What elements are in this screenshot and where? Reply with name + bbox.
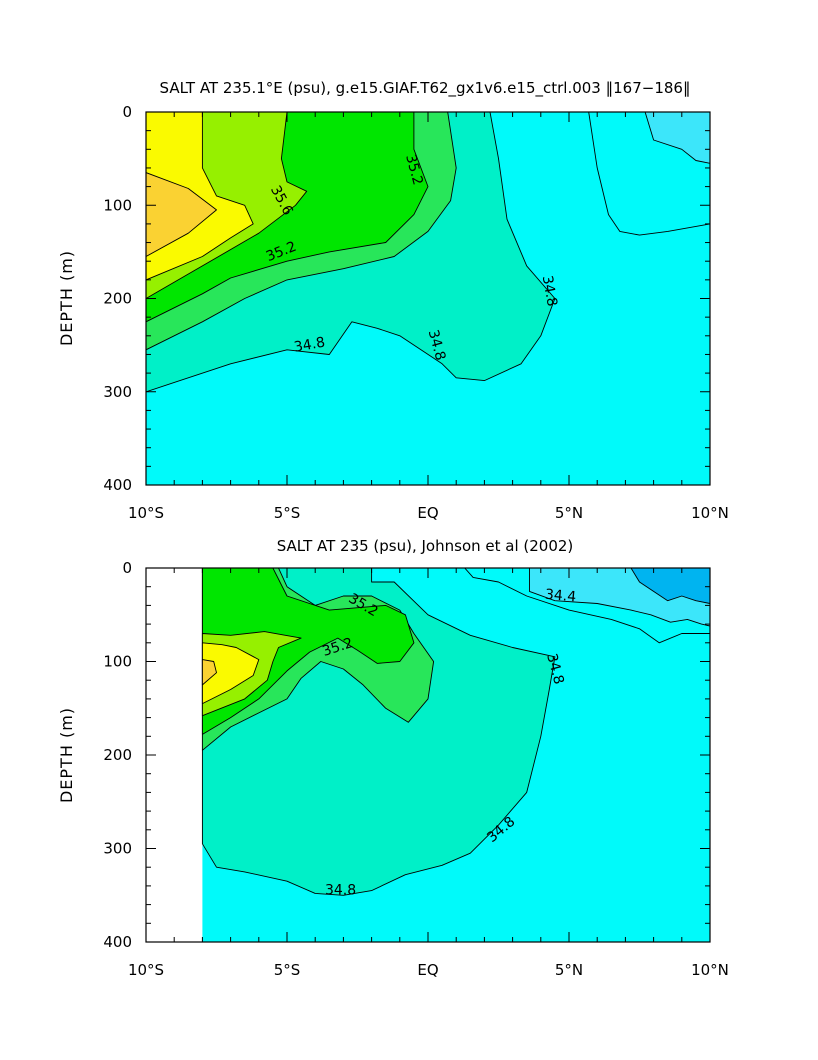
x-tick-label: 5°N — [555, 504, 583, 522]
contour-label: 35.2 — [402, 153, 426, 187]
salinity-region — [644, 112, 710, 164]
salinity-region — [201, 568, 415, 735]
contour-label: 34.8 — [425, 328, 449, 362]
y-axis-label: DEPTH (m) — [57, 250, 76, 346]
y-axis-label: DEPTH (m) — [57, 707, 76, 803]
y-tick-label: 0 — [122, 103, 132, 121]
salinity-region — [201, 642, 260, 705]
x-tick-label: EQ — [417, 504, 438, 522]
observed-salinity-panel: SALT AT 235 (psu), Johnson et al (2002) … — [57, 537, 729, 979]
x-tick-label: 5°N — [555, 961, 583, 979]
contour-field: 35.235.234.434.834.834.8 — [201, 568, 710, 942]
panel-title: SALT AT 235 (psu), Johnson et al (2002) — [277, 537, 574, 555]
x-tick-label: 10°S — [128, 504, 164, 522]
contour-field: 35.635.235.234.8 34.834.8 — [146, 112, 710, 485]
contour-label: 34.8 — [543, 652, 567, 686]
y-tick-label: 0 — [122, 559, 132, 577]
x-tick-label: EQ — [417, 961, 438, 979]
x-tick-label: 10°N — [691, 504, 729, 522]
y-tick-label: 400 — [103, 476, 132, 494]
y-tick-label: 300 — [103, 383, 132, 401]
plot-area: 35.235.234.434.834.834.810°S 5°S EQ 5°N 10°N… — [103, 559, 729, 979]
panel-title: SALT AT 235.1°E (psu), g.e15.GIAF.T62_gx… — [160, 79, 691, 98]
salinity-region — [630, 568, 710, 604]
x-tick-label: 5°S — [274, 504, 301, 522]
y-tick-label: 200 — [103, 290, 132, 308]
y-tick-label: 200 — [103, 746, 132, 764]
contour-label: 34.8 — [293, 335, 326, 356]
y-tick-label: 400 — [103, 933, 132, 951]
contour-label: 34.4 — [544, 587, 577, 606]
salinity-region — [201, 659, 217, 686]
contour-label: 34.8 — [539, 274, 560, 307]
x-tick-label: 10°N — [691, 961, 729, 979]
x-tick-label: 5°S — [274, 961, 301, 979]
model-salinity-panel: SALT AT 235.1°E (psu), g.e15.GIAF.T62_gx… — [57, 79, 729, 522]
x-tick-label: 10°S — [128, 961, 164, 979]
salinity-region — [146, 172, 217, 257]
plot-area: 35.635.235.234.8 34.834.810°S 5°S EQ 5°N 10°N… — [103, 103, 729, 522]
y-tick-label: 100 — [103, 196, 132, 214]
y-tick-label: 100 — [103, 653, 132, 671]
y-tick-label: 300 — [103, 840, 132, 858]
contour-label: 34.8 — [325, 883, 356, 899]
